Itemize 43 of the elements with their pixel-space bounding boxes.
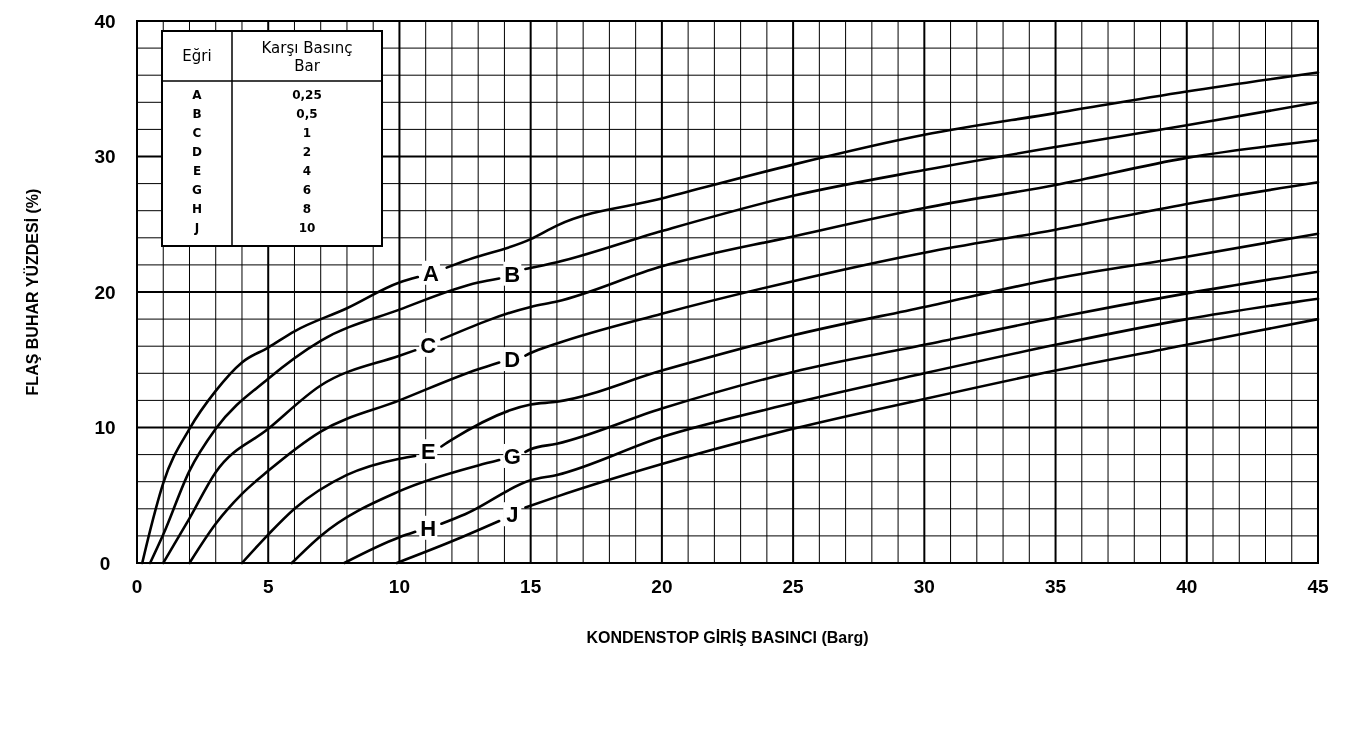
y-axis-title: FLAŞ BUHAR YÜZDESİ (%)	[23, 188, 41, 396]
series-label: J	[506, 502, 519, 528]
annotation: A	[192, 88, 203, 102]
x-tick-label: 35	[1044, 576, 1067, 597]
x-tick-label: 5	[262, 576, 274, 597]
x-axis-title: KONDENSTOP GİRİŞ BASINCI (Barg)	[586, 629, 869, 646]
annotation: 2	[302, 145, 312, 159]
annotation: Karşı Basınç Bar	[261, 39, 353, 75]
x-tick-label: 10	[388, 576, 411, 597]
annotation: E	[192, 164, 202, 178]
annotation: Eğri	[182, 47, 212, 65]
annotation: H	[191, 202, 203, 216]
x-tick-label: 30	[913, 576, 935, 597]
annotation: 4	[302, 164, 312, 178]
y-tick-label: 20	[94, 281, 116, 303]
annotation: 6	[302, 183, 312, 197]
y-tick-label: 30	[94, 146, 116, 168]
y-tick-label: 40	[94, 10, 116, 32]
y-tick-label: 10	[94, 417, 116, 439]
annotation: C	[192, 126, 202, 140]
x-tick-label: 45	[1307, 576, 1329, 597]
annotation: D	[192, 145, 203, 159]
annotation: 0,5	[296, 107, 318, 121]
series-label: D	[504, 346, 521, 372]
series-label: C	[420, 332, 437, 358]
x-tick-label: 40	[1176, 576, 1198, 597]
annotation: G	[192, 183, 202, 197]
series-label: G	[503, 443, 521, 469]
series-label: H	[420, 515, 437, 541]
y-tick-label: 0	[99, 552, 111, 574]
series-label: E	[420, 439, 436, 465]
annotation: 8	[302, 202, 312, 216]
x-tick-label: 20	[651, 576, 673, 597]
series-label: A	[422, 260, 439, 286]
annotation: J	[193, 221, 200, 235]
x-tick-label: 15	[520, 576, 542, 597]
annotation: 1	[302, 126, 312, 140]
annotation: 0,25	[292, 88, 322, 102]
annotation: B	[192, 107, 202, 121]
x-tick-label: 25	[782, 576, 805, 597]
x-tick-label: 0	[131, 576, 143, 597]
series-label: B	[504, 261, 521, 287]
annotation: 10	[298, 221, 316, 235]
